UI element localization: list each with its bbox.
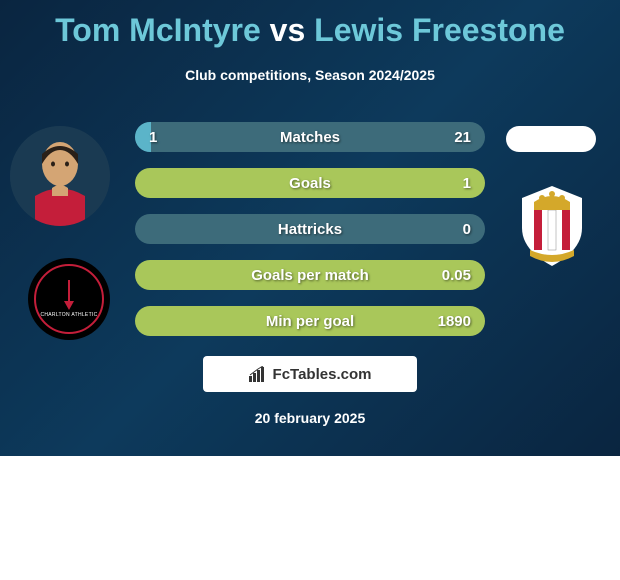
stat-bar: Goals 1: [135, 168, 485, 198]
stat-label: Hattricks: [278, 221, 342, 238]
brand-chart-icon: [249, 366, 267, 382]
subtitle: Club competitions, Season 2024/2025: [0, 67, 620, 83]
player1-club-name: CHARLTON ATHLETIC: [40, 312, 97, 318]
player2-club-badge: [504, 178, 600, 274]
stat-label: Goals: [289, 175, 331, 192]
date-text: 20 february 2025: [0, 410, 620, 426]
stat-bar: Goals per match 0.05: [135, 260, 485, 290]
stat-value-right: 0.05: [442, 267, 471, 284]
stat-label: Min per goal: [266, 313, 354, 330]
club-sword-icon: [59, 280, 79, 310]
stat-bar: 1 Matches 21: [135, 122, 485, 152]
stat-bars: 1 Matches 21 Goals 1 Hattricks 0 Goals per matc…: [135, 122, 485, 352]
comparison-card: Tom McIntyre vs Lewis Freestone Club com…: [0, 0, 620, 456]
player2-name: Lewis Freestone: [314, 12, 565, 48]
page-title: Tom McIntyre vs Lewis Freestone: [0, 0, 620, 49]
player2-avatar: [506, 126, 596, 152]
player1-club-badge: CHARLTON ATHLETIC: [28, 258, 110, 340]
stat-value-right: 1: [463, 175, 471, 192]
brand-badge: FcTables.com: [203, 356, 417, 392]
stat-bar: Min per goal 1890: [135, 306, 485, 336]
stat-value-right: 0: [463, 221, 471, 238]
brand-text: FcTables.com: [273, 366, 372, 383]
stat-value-right: 1890: [438, 313, 471, 330]
stat-value-right: 21: [454, 129, 471, 146]
stat-label: Goals per match: [251, 267, 369, 284]
stat-value-left: 1: [149, 129, 157, 146]
player1-name: Tom McIntyre: [55, 12, 261, 48]
stat-bar: Hattricks 0: [135, 214, 485, 244]
vs-text: vs: [270, 12, 306, 48]
player1-avatar: [10, 126, 110, 226]
stat-label: Matches: [280, 129, 340, 146]
